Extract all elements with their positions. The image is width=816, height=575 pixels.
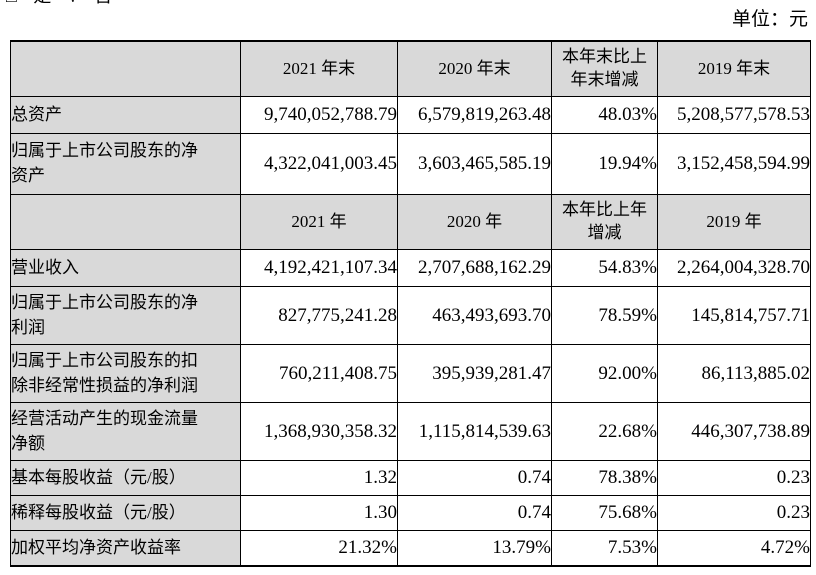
value-2020: 2,707,688,162.29 <box>397 249 552 287</box>
row-label: 总资产 <box>10 96 241 134</box>
value-2019: 0.23 <box>657 460 811 496</box>
value-2019: 2,264,004,328.70 <box>657 249 811 287</box>
row-label: 归属于上市公司股东的净 利润 <box>10 286 241 345</box>
table-row-net-profit: 归属于上市公司股东的净 利润 827,775,241.28 463,493,69… <box>10 286 811 345</box>
financial-summary-table: 2021 年末 2020 年末 本年末比上 年末增减 2019 年末 总资产 9… <box>10 40 811 567</box>
clipped-checkbox-text: □ 是 √ 否 <box>6 0 306 8</box>
value-2021: 1.32 <box>240 460 398 496</box>
change-percent: 7.53% <box>551 530 658 567</box>
corner-cell <box>10 40 241 97</box>
table-row-net-assets: 归属于上市公司股东的净 资产 4,322,041,003.45 3,603,46… <box>10 133 811 195</box>
value-2020: 13.79% <box>397 530 552 567</box>
clipped-checkbox-text-content: □ 是 √ 否 <box>6 0 306 7</box>
table-row-weighted-avg-roe: 加权平均净资产收益率 21.32% 13.79% 7.53% 4.72% <box>10 530 811 567</box>
value-2021: 4,322,041,003.45 <box>240 133 398 195</box>
col-header-2021-year: 2021 年 <box>240 194 398 250</box>
change-percent: 48.03% <box>551 96 658 134</box>
table-row-operating-cash-flow: 经营活动产生的现金流量 净额 1,368,930,358.32 1,115,81… <box>10 402 811 461</box>
value-2020: 395,939,281.47 <box>397 344 552 403</box>
col-header-year-change: 本年比上年 增减 <box>551 194 658 250</box>
value-2019: 0.23 <box>657 495 811 531</box>
table-row-total-assets: 总资产 9,740,052,788.79 6,579,819,263.48 48… <box>10 96 811 134</box>
value-2020: 0.74 <box>397 460 552 496</box>
value-2021: 1.30 <box>240 495 398 531</box>
value-2021: 827,775,241.28 <box>240 286 398 345</box>
value-2021: 4,192,421,107.34 <box>240 249 398 287</box>
row-label: 营业收入 <box>10 249 241 287</box>
value-2020: 1,115,814,539.63 <box>397 402 552 461</box>
table-header-row-balance: 2021 年末 2020 年末 本年末比上 年末增减 2019 年末 <box>10 40 811 97</box>
value-2021: 21.32% <box>240 530 398 567</box>
col-header-yearend-change: 本年末比上 年末增减 <box>551 40 658 97</box>
table-row-diluted-eps: 稀释每股收益（元/股） 1.30 0.74 75.68% 0.23 <box>10 495 811 531</box>
change-percent: 78.38% <box>551 460 658 496</box>
row-label: 归属于上市公司股东的净 资产 <box>10 133 241 195</box>
value-2019: 86,113,885.02 <box>657 344 811 403</box>
row-label: 基本每股收益（元/股） <box>10 460 241 496</box>
row-label: 经营活动产生的现金流量 净额 <box>10 402 241 461</box>
value-2020: 0.74 <box>397 495 552 531</box>
value-2021: 9,740,052,788.79 <box>240 96 398 134</box>
value-2019: 5,208,577,578.53 <box>657 96 811 134</box>
corner-cell <box>10 194 241 250</box>
value-2021: 1,368,930,358.32 <box>240 402 398 461</box>
col-header-2020-year: 2020 年 <box>397 194 552 250</box>
col-header-2020-yearend: 2020 年末 <box>397 40 552 97</box>
table-row-basic-eps: 基本每股收益（元/股） 1.32 0.74 78.38% 0.23 <box>10 460 811 496</box>
row-label: 归属于上市公司股东的扣 除非经常性损益的净利润 <box>10 344 241 403</box>
value-2021: 760,211,408.75 <box>240 344 398 403</box>
change-percent: 92.00% <box>551 344 658 403</box>
value-2019: 3,152,458,594.99 <box>657 133 811 195</box>
value-2019: 4.72% <box>657 530 811 567</box>
change-percent: 19.94% <box>551 133 658 195</box>
value-2020: 3,603,465,585.19 <box>397 133 552 195</box>
row-label: 稀释每股收益（元/股） <box>10 495 241 531</box>
value-2019: 446,307,738.89 <box>657 402 811 461</box>
change-percent: 54.83% <box>551 249 658 287</box>
col-header-2021-yearend: 2021 年末 <box>240 40 398 97</box>
col-header-2019-yearend: 2019 年末 <box>657 40 811 97</box>
unit-label: 单位：元 <box>731 9 808 30</box>
change-percent: 78.59% <box>551 286 658 345</box>
col-header-2019-year: 2019 年 <box>657 194 811 250</box>
value-2020: 463,493,693.70 <box>397 286 552 345</box>
value-2020: 6,579,819,263.48 <box>397 96 552 134</box>
table-row-net-profit-excl-nonrecurring: 归属于上市公司股东的扣 除非经常性损益的净利润 760,211,408.75 3… <box>10 344 811 403</box>
row-label: 加权平均净资产收益率 <box>10 530 241 567</box>
change-percent: 22.68% <box>551 402 658 461</box>
value-2019: 145,814,757.71 <box>657 286 811 345</box>
table-row-operating-revenue: 营业收入 4,192,421,107.34 2,707,688,162.29 5… <box>10 249 811 287</box>
change-percent: 75.68% <box>551 495 658 531</box>
table-header-row-income: 2021 年 2020 年 本年比上年 增减 2019 年 <box>10 194 811 250</box>
